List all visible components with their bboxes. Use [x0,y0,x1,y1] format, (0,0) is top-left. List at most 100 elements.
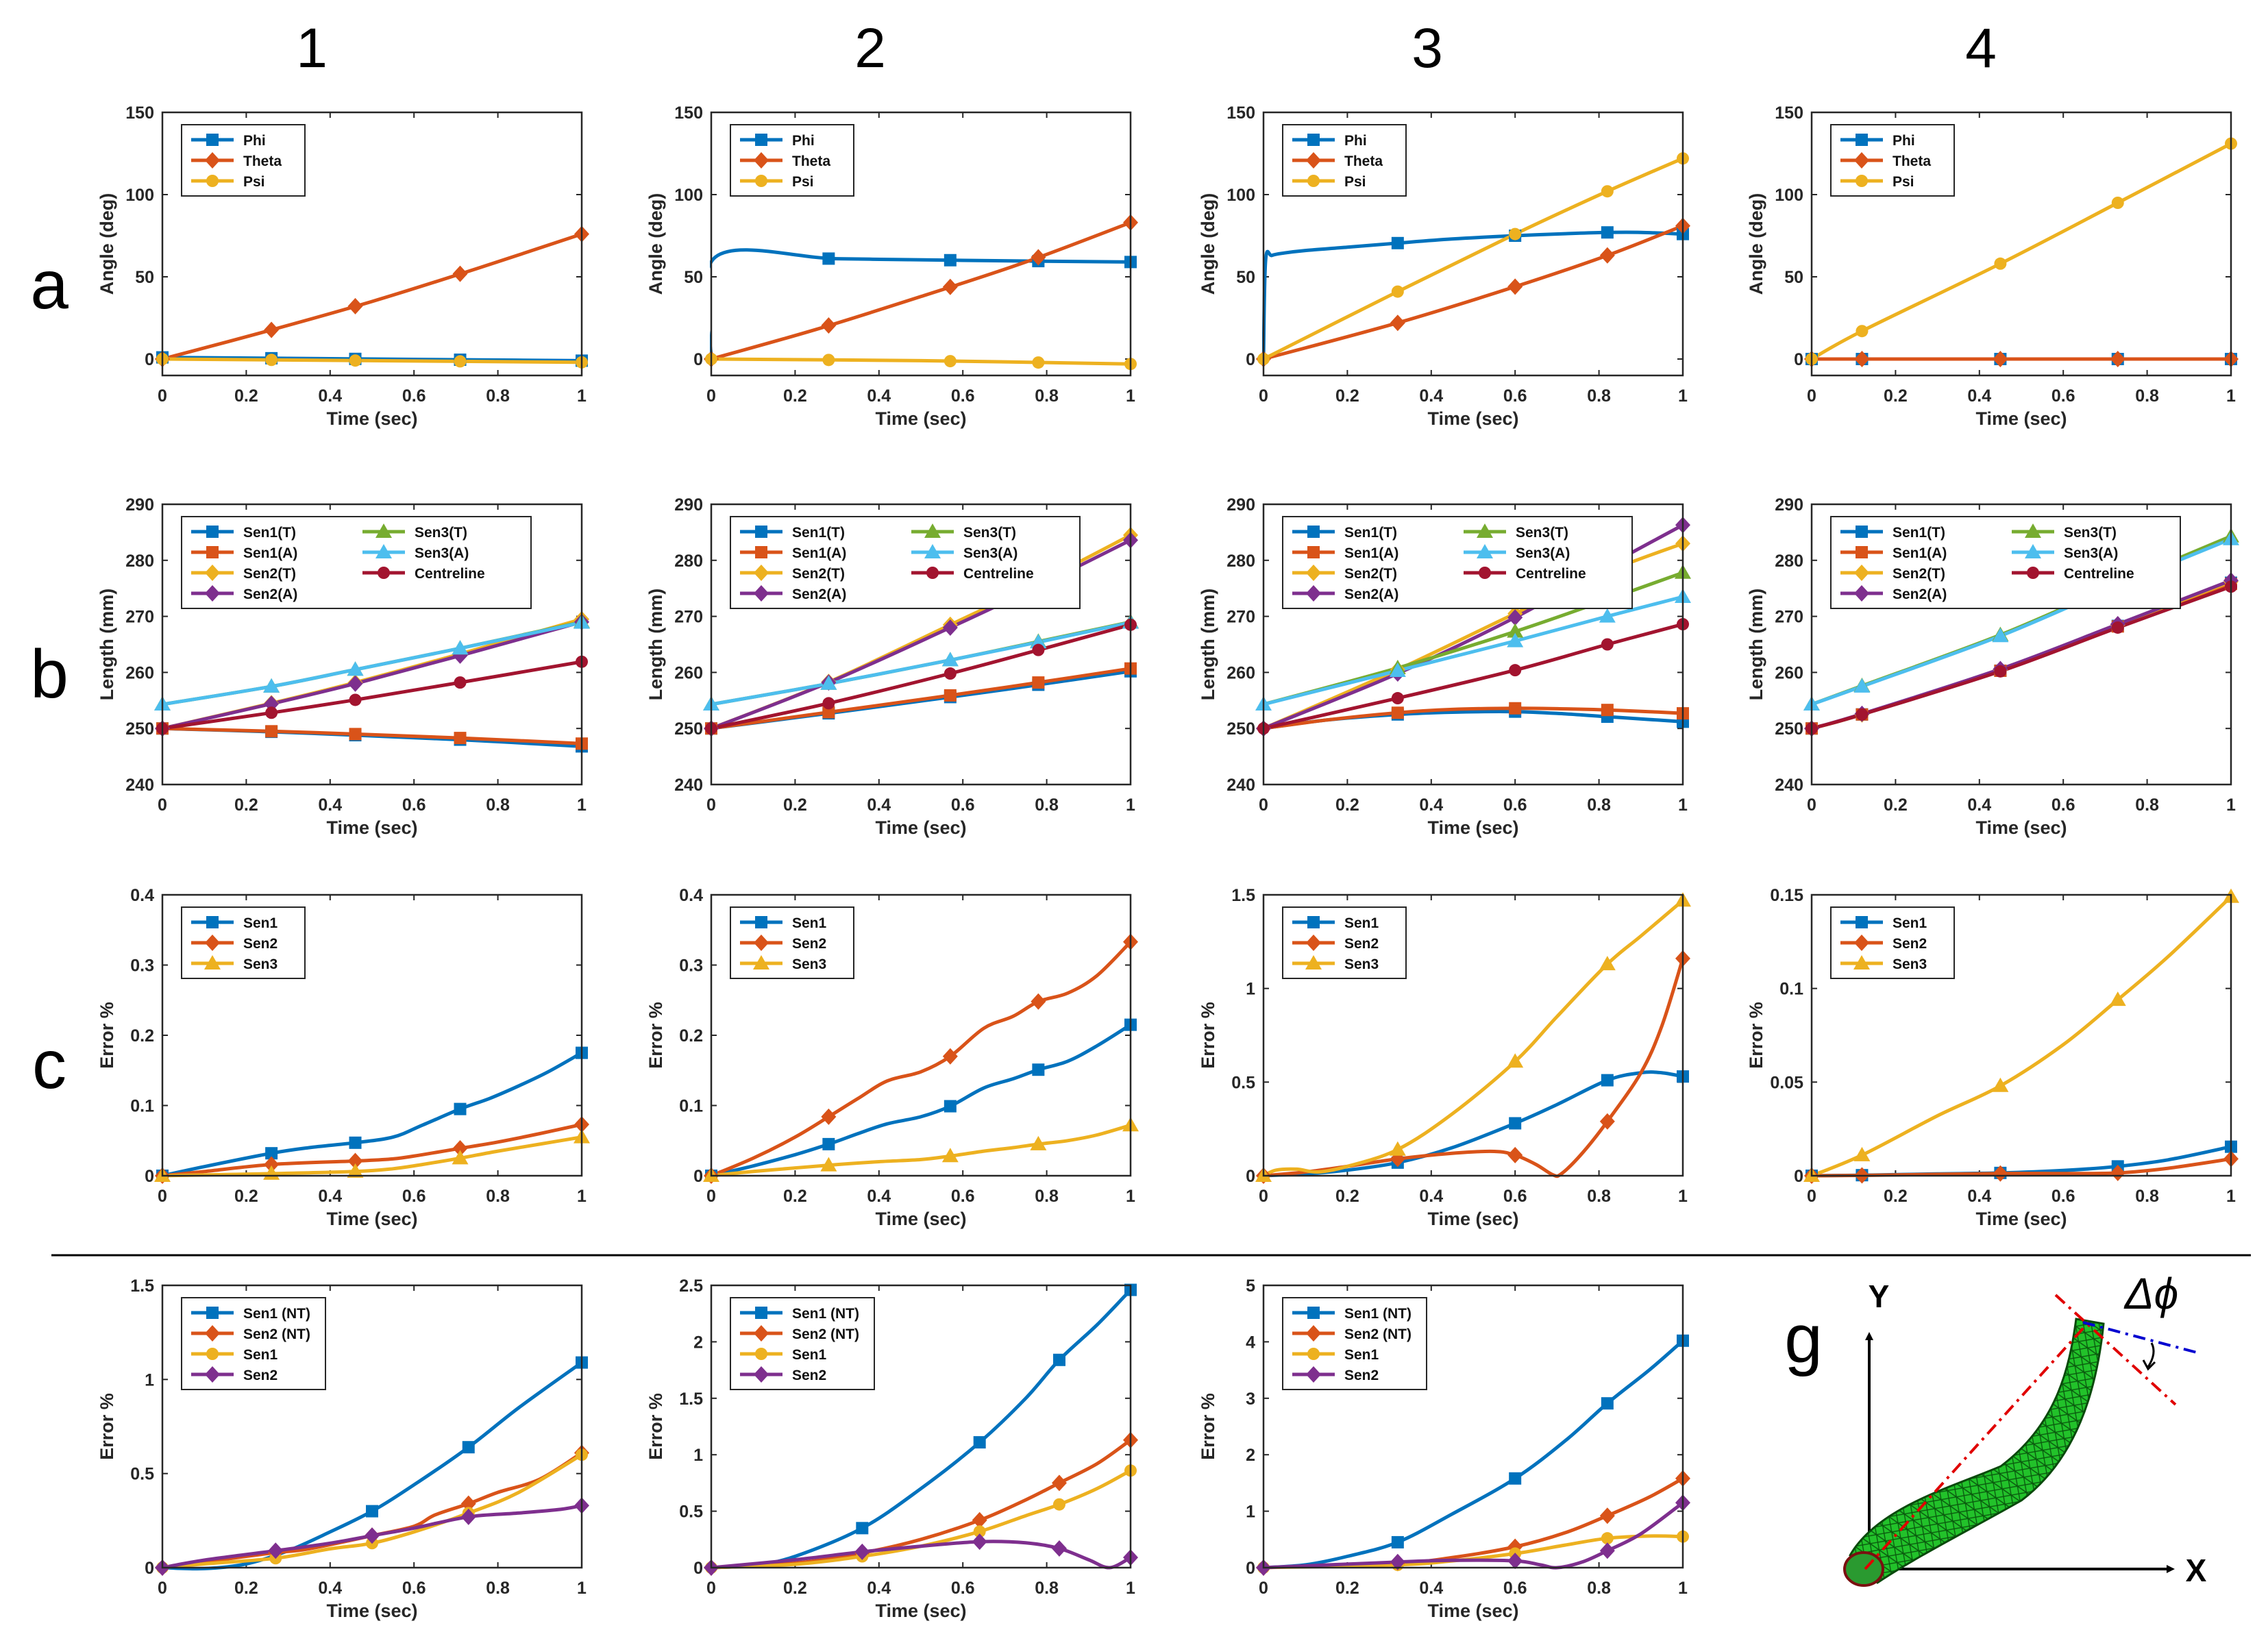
legend-marker [1856,526,1868,538]
data-point-sen2 [264,1156,280,1173]
y-tick-label: 0 [1246,350,1255,369]
y-tick-label: 250 [125,719,154,739]
data-point-theta [821,317,837,334]
y-tick-label: 1.5 [679,1390,703,1409]
legend-marker [1305,955,1322,970]
legend-marker [206,175,219,187]
legend-marker [205,935,220,951]
y-tick-label: 270 [1227,608,1255,627]
data-point-sen1-a [265,725,278,738]
data-point-theta [1854,351,1870,367]
data-point-sen3 [1507,1053,1524,1068]
series-line-theta [711,221,1131,361]
data-point-sen3 [1599,956,1616,971]
legend-label: Sen2 (NT) [1344,1326,1412,1342]
legend-label: Centreline [1516,566,1586,582]
legend-marker [1854,935,1869,951]
y-tick-label: 250 [674,719,703,739]
x-tick-label: 0.4 [1967,1187,1991,1206]
data-point-sen1 [944,1100,957,1113]
y-tick-label: 260 [1227,663,1255,682]
plot-frame [1262,111,1684,377]
x-tick-label: 0.4 [867,1579,891,1598]
y-tick-label: 150 [1775,103,1803,123]
x-tick-label: 0.6 [1503,1187,1527,1206]
y-axis-label: Error % [1198,1393,1218,1460]
data-point-sen3-a [820,675,837,690]
data-point-sen2 [365,1527,380,1544]
chart-b1: 0 0.2 0.4 0.6 0.8 1 240 250 260 270 280 290 Time (se… [97,495,590,838]
y-tick-label: 250 [1227,719,1255,739]
y-tick-label: 1.5 [1231,886,1255,905]
y-tick-label: 0.2 [679,1026,703,1046]
legend-label: Sen1(T) [792,525,845,541]
y-tick-label: 260 [1775,663,1803,682]
legend-label: Sen1 [792,915,827,931]
legend-marker [754,1325,769,1342]
legend-marker [754,565,769,581]
y-axis-label: Angle (deg) [1746,193,1766,295]
legend-marker [754,585,769,602]
legend-label: Sen3(T) [1516,525,1568,541]
legend-label: Phi [243,133,266,149]
x-tick-label: 0 [1259,386,1268,406]
legend-label: Psi [792,174,814,190]
y-tick-label: 150 [125,103,154,123]
legend-marker [754,152,769,169]
data-point-centreline [1032,643,1045,656]
data-point-theta [347,297,363,314]
x-tick-label: 0.6 [1503,386,1527,406]
data-point-centreline [1994,665,2007,678]
data-point-sen3-a [1992,628,2009,643]
data-point-sen1-a [1509,702,1522,715]
legend-marker [205,585,220,602]
column-label-4: 4 [1965,17,1997,79]
x-tick-label: 1 [2226,1187,2236,1206]
legend-label: Centreline [415,566,485,582]
legend: Phi Theta Psi [1830,124,1955,197]
legend-label: Sen2(T) [1893,566,1945,582]
data-point-sen1 [1601,1074,1614,1087]
x-tick-label: 0.6 [2051,386,2075,406]
data-point-centreline [349,693,362,706]
plot-frame [161,503,583,786]
data-point-sen1-nt [1391,1535,1404,1548]
data-point-theta [1993,351,2008,367]
legend-label: Sen2 [1893,936,1927,952]
series-line-centreline [711,623,1131,730]
x-tick-label: 1 [1678,386,1688,406]
x-tick-label: 0.2 [1335,1579,1359,1598]
row-label-b: b [30,636,69,713]
data-point-psi [1509,227,1522,240]
legend-marker [205,565,220,581]
data-point-theta [1390,314,1405,332]
legend-marker [204,955,221,970]
legend-marker [378,567,390,579]
data-point-phi [822,252,835,265]
data-point-sen1-a [1391,706,1404,719]
x-tick-label: 0.6 [951,1187,975,1206]
data-point-sen2 [1599,1542,1615,1559]
y-axis-label: Error % [1746,1002,1766,1069]
legend-marker [1854,152,1869,169]
data-point-psi [349,354,362,367]
x-tick-label: 0.4 [1419,386,1443,406]
data-point-centreline [944,667,957,680]
legend-marker [1307,1307,1320,1319]
legend-label: Sen2(T) [1344,566,1397,582]
legend-marker [205,1325,220,1342]
legend-marker [206,1348,219,1360]
y-tick-label: 100 [674,186,703,205]
delta-angle-arc [2147,1342,2155,1368]
chart-c4: 0 0.2 0.4 0.6 0.8 1 0 0.05 0.1 0.15 Time (sec) Erro… [1746,886,2239,1229]
legend: Sen1 Sen2 Sen3 [1282,906,1407,979]
legend-label: Sen1(A) [792,545,846,561]
data-point-psi [1391,285,1404,298]
plot-frame [1262,893,1684,1177]
y-axis-label: Length (mm) [645,589,666,700]
data-point-sen3-a [1507,632,1524,647]
legend-label: Centreline [963,566,1034,582]
legend-label: Theta [792,153,830,169]
x-tick-label: 0.8 [486,795,510,815]
x-axis-label: Time (sec) [1427,408,1518,429]
